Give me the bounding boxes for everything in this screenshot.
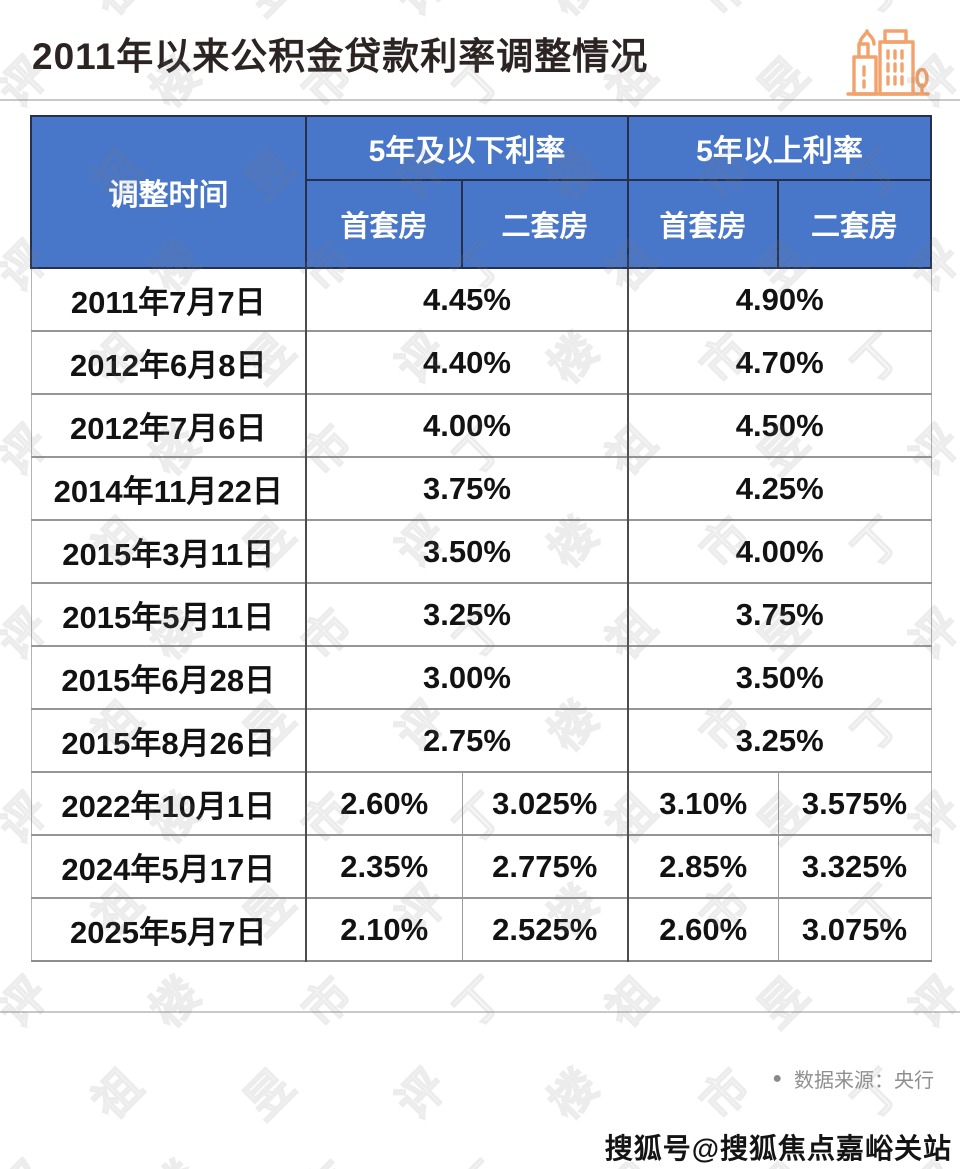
col-header-below5-first-home: 首套房 — [305, 179, 463, 269]
watermark-glyph: 丁 — [444, 967, 515, 1038]
watermark-glyph: 评 — [0, 1144, 61, 1169]
cell-adjust-date: 2024年5月17日 — [31, 834, 306, 898]
cell-adjust-date: 2014年11月22日 — [31, 456, 306, 520]
cell-above5-second-home: 3.575% — [777, 771, 931, 835]
rate-table: 调整时间 5年及以下利率 5年以上利率 首套房 二套房 首套房 二套房 2011… — [30, 115, 932, 962]
watermark-glyph: 评 — [900, 967, 960, 1038]
watermark-glyph: 丁 — [0, 1052, 3, 1131]
cell-above5-first-home: 2.85% — [627, 834, 778, 898]
watermark-glyph: 昱 — [234, 1059, 305, 1130]
table-row: 2015年3月11日 3.50% 4.00% — [31, 519, 931, 583]
watermark-glyph: 丁 — [0, 132, 3, 211]
page-title: 2011年以来公积金贷款利率调整情况 — [32, 36, 649, 77]
col-header-above5-second-home: 二套房 — [777, 179, 932, 269]
bullet-icon: ● — [772, 1069, 782, 1087]
table-row: 2011年7月7日 4.45% 4.90% — [31, 267, 931, 331]
cell-below5-rate: 3.25% — [305, 582, 628, 646]
watermark-glyph: 昱 — [227, 0, 306, 28]
cell-above5-rate: 4.90% — [627, 267, 931, 331]
col-header-below5-group: 5年及以下利率 — [305, 115, 629, 181]
watermark-glyph: 评 — [379, 0, 458, 28]
cell-above5-rate: 4.25% — [627, 456, 931, 520]
cell-above5-rate: 3.25% — [627, 708, 931, 772]
watermark-glyph: 楼 — [531, 0, 610, 28]
watermark-glyph: 丁 — [0, 316, 3, 395]
watermark-glyph: 丁 — [0, 684, 3, 763]
watermark-glyph: 祖 — [75, 0, 154, 28]
cell-above5-rate: 3.75% — [627, 582, 931, 646]
cell-below5-rate: 4.40% — [305, 330, 628, 394]
watermark-glyph: 楼 — [133, 1144, 212, 1169]
cell-below5-second-home: 3.025% — [461, 771, 628, 835]
watermark-glyph: 丁 — [0, 868, 3, 947]
cell-below5-rate: 3.50% — [305, 519, 628, 583]
col-header-adjust-time: 调整时间 — [30, 115, 307, 269]
watermark-glyph: 市 — [683, 0, 762, 28]
watermark-glyph: 市 — [690, 1059, 761, 1130]
watermark-glyph: 市 — [292, 967, 363, 1038]
watermark-glyph: 昱 — [748, 967, 819, 1038]
divider-top — [0, 99, 960, 101]
cell-adjust-date: 2022年10月1日 — [31, 771, 306, 835]
watermark-glyph: 祖 — [82, 1059, 153, 1130]
table-row: 2015年6月28日 3.00% 3.50% — [31, 645, 931, 709]
table-row: 2015年5月11日 3.25% 3.75% — [31, 582, 931, 646]
watermark-glyph: 楼 — [538, 1059, 609, 1130]
watermark-glyph: 市 — [285, 1144, 364, 1169]
cell-below5-first-home: 2.35% — [305, 834, 462, 898]
data-source: ● 数据来源：央行 — [772, 1064, 934, 1093]
watermark-glyph: 祖 — [596, 967, 667, 1038]
watermark-glyph: 楼 — [140, 967, 211, 1038]
cell-above5-rate: 3.50% — [627, 645, 931, 709]
table-row: 2025年5月7日 2.10% 2.525% 2.60% 3.075% — [31, 897, 931, 961]
table-row: 2012年7月6日 4.00% 4.50% — [31, 393, 931, 457]
cell-above5-rate: 4.00% — [627, 519, 931, 583]
cell-below5-rate: 4.00% — [305, 393, 628, 457]
cell-above5-first-home: 3.10% — [627, 771, 778, 835]
cell-below5-second-home: 2.775% — [461, 834, 628, 898]
cell-below5-rate: 3.00% — [305, 645, 628, 709]
watermark-glyph: 丁 — [0, 500, 3, 579]
cell-above5-second-home: 3.075% — [777, 897, 931, 961]
table-row: 2024年5月17日 2.35% 2.775% 2.85% 3.325% — [31, 834, 931, 898]
cell-below5-first-home: 2.10% — [305, 897, 462, 961]
watermark-glyph: 丁 — [0, 0, 3, 28]
table-row: 2022年10月1日 2.60% 3.025% 3.10% 3.575% — [31, 771, 931, 835]
cell-adjust-date: 2015年5月11日 — [31, 582, 306, 646]
col-header-above5-first-home: 首套房 — [627, 179, 779, 269]
cell-above5-rate: 4.70% — [627, 330, 931, 394]
watermark-glyph: 丁 — [437, 1144, 516, 1169]
cell-adjust-date: 2025年5月7日 — [31, 897, 306, 961]
data-source-label: 数据来源：央行 — [794, 1070, 934, 1092]
rate-table-body: 2011年7月7日 4.45% 4.90% 2012年6月8日 4.40% 4.70% 20… — [31, 267, 931, 961]
col-header-above5-group: 5年以上利率 — [627, 115, 932, 181]
cell-adjust-date: 2012年6月8日 — [31, 330, 306, 394]
cell-adjust-date: 2012年7月6日 — [31, 393, 306, 457]
cell-above5-rate: 4.50% — [627, 393, 931, 457]
table-header-row-groups: 调整时间 5年及以下利率 5年以上利率 — [30, 115, 932, 269]
cell-above5-second-home: 3.325% — [777, 834, 931, 898]
cell-adjust-date: 2015年3月11日 — [31, 519, 306, 583]
cell-adjust-date: 2015年8月26日 — [31, 708, 306, 772]
cell-below5-rate: 3.75% — [305, 456, 628, 520]
col-header-below5-second-home: 二套房 — [461, 179, 629, 269]
table-row: 2015年8月26日 2.75% 3.25% — [31, 708, 931, 772]
watermark-glyph: 评 — [0, 967, 59, 1038]
table-row: 2012年6月8日 4.40% 4.70% — [31, 330, 931, 394]
watermark-glyph: 评 — [386, 1059, 457, 1130]
cell-below5-rate: 2.75% — [305, 708, 628, 772]
cell-below5-second-home: 2.525% — [461, 897, 628, 961]
table-row: 2014年11月22日 3.75% 4.25% — [31, 456, 931, 520]
sohu-account-watermark: 搜狐号@搜狐焦点嘉峪关站 — [604, 1133, 952, 1164]
watermark-glyph: 昱 — [748, 47, 819, 118]
cell-adjust-date: 2011年7月7日 — [31, 267, 306, 331]
cell-below5-rate: 4.45% — [305, 267, 628, 331]
buildings-icon — [846, 29, 930, 96]
divider-bottom — [0, 1011, 960, 1013]
cell-above5-first-home: 2.60% — [627, 897, 778, 961]
cell-below5-first-home: 2.60% — [305, 771, 462, 835]
table-header-row-subs: 首套房 二套房 首套房 二套房 — [31, 179, 932, 269]
cell-adjust-date: 2015年6月28日 — [31, 645, 306, 709]
